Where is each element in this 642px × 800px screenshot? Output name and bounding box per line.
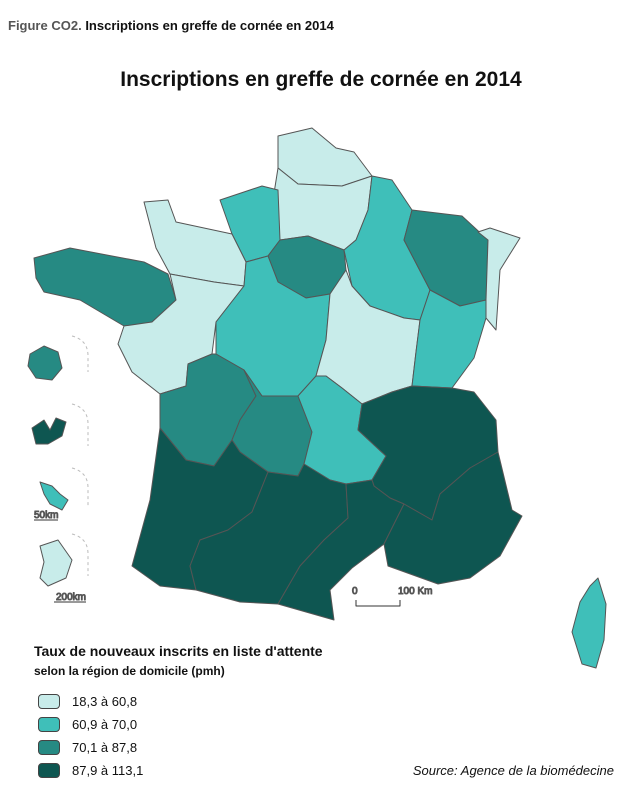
region-franche-comte bbox=[411, 289, 487, 389]
region-paca bbox=[383, 451, 523, 585]
region-nord-pas-de-calais bbox=[277, 127, 373, 187]
scale-bar-start: 0 bbox=[352, 586, 358, 597]
inset-scale-50km: 50km bbox=[34, 510, 58, 521]
legend-label: 18,3 à 60,8 bbox=[72, 694, 138, 709]
legend-label: 70,1 à 87,8 bbox=[72, 740, 138, 755]
scale-bar-end: 100 Km bbox=[398, 586, 432, 597]
source-note: Source: Agence de la biomédecine bbox=[412, 763, 614, 778]
region-guadeloupe bbox=[31, 417, 67, 445]
legend-label: 60,9 à 70,0 bbox=[72, 717, 138, 732]
region-bretagne bbox=[33, 247, 177, 327]
region-pays-de-la-loire bbox=[117, 273, 245, 395]
figure-caption: Figure CO2. Inscriptions en greffe de co… bbox=[8, 18, 334, 33]
legend-title: Taux de nouveaux inscrits en liste d'att… bbox=[34, 643, 323, 659]
region-la-reunion bbox=[27, 345, 63, 381]
legend: 18,3 à 60,8 60,9 à 70,0 70,1 à 87,8 87,9… bbox=[38, 690, 143, 782]
legend-swatch bbox=[38, 717, 60, 732]
legend-swatch bbox=[38, 694, 60, 709]
legend-subtitle: selon la région de domicile (pmh) bbox=[34, 664, 225, 678]
inset-scale-200km: 200km bbox=[56, 592, 86, 603]
region-corse bbox=[571, 577, 607, 669]
legend-item: 70,1 à 87,8 bbox=[38, 736, 143, 759]
legend-swatch bbox=[38, 763, 60, 778]
region-languedoc-roussillon bbox=[277, 479, 405, 621]
legend-swatch bbox=[38, 740, 60, 755]
region-guyane bbox=[39, 539, 73, 587]
figure-label: Figure CO2. bbox=[8, 18, 82, 33]
legend-item: 60,9 à 70,0 bbox=[38, 713, 143, 736]
legend-item: 87,9 à 113,1 bbox=[38, 759, 143, 782]
region-martinique bbox=[39, 481, 69, 511]
figure-caption-text: Inscriptions en greffe de cornée en 2014 bbox=[85, 18, 334, 33]
legend-item: 18,3 à 60,8 bbox=[38, 690, 143, 713]
map-title: Inscriptions en greffe de cornée en 2014 bbox=[120, 68, 522, 91]
legend-label: 87,9 à 113,1 bbox=[72, 763, 144, 778]
